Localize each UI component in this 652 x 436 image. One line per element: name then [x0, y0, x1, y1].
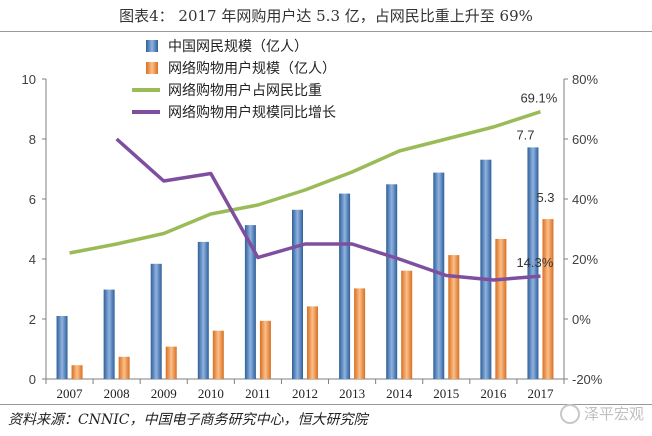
- x-tick-label: 2012: [292, 386, 318, 401]
- left-tick-label: 4: [29, 252, 36, 267]
- netizen-bar: [197, 241, 209, 379]
- shopper-bar: [307, 306, 318, 379]
- netizen-bar: [103, 289, 115, 379]
- share-line: [69, 110, 541, 255]
- netizen-bar: [386, 184, 398, 379]
- chart-area: 0 2 4 6 8 10 -20% 0% 20% 40% 60% 80% 2007 2008 2009 201…: [22, 39, 603, 401]
- x-tick-label: 2016: [480, 386, 507, 401]
- data-label: 69.1%: [520, 91, 557, 106]
- x-tick-label: 2008: [104, 386, 130, 401]
- netizen-bar: [339, 193, 351, 379]
- shopper-bar: [495, 238, 507, 379]
- netizen-bar: [527, 147, 539, 379]
- legend-swatch: [146, 62, 158, 74]
- watermark: 泽平宏观: [560, 403, 644, 424]
- data-label: 7.7: [516, 127, 534, 142]
- left-tick-label: 8: [29, 132, 36, 147]
- x-tick-label: 2009: [151, 386, 177, 401]
- x-tick-label: 2007: [57, 386, 84, 401]
- wechat-logo-icon: [560, 403, 580, 424]
- shopper-bar: [71, 365, 83, 379]
- right-tick-label: 20%: [572, 252, 598, 267]
- legend-label: 网络购物用户规模同比增长: [168, 104, 336, 121]
- netizen-bar: [433, 172, 445, 379]
- left-tick-label: 0: [29, 372, 36, 387]
- legend-swatch: [146, 40, 158, 52]
- right-tick-label: 60%: [572, 132, 598, 147]
- legend-label: 网络购物用户占网民比重: [168, 82, 322, 99]
- x-tick-label: 2015: [433, 386, 459, 401]
- legend-label: 中国网民规模（亿人）: [168, 39, 308, 55]
- netizen-bar: [292, 209, 303, 379]
- right-tick-label: 80%: [572, 72, 598, 87]
- netizen-bar: [150, 263, 162, 379]
- title-divider: [0, 31, 652, 32]
- left-tick-label: 10: [22, 72, 36, 87]
- watermark-text: 泽平宏观: [584, 405, 645, 423]
- footer-divider: [0, 404, 652, 405]
- growth-line: [115, 137, 541, 282]
- data-label: 5.3: [536, 190, 554, 205]
- shopper-bar: [259, 320, 271, 379]
- right-tick-label: -20%: [572, 372, 603, 387]
- x-tick-label: 2011: [245, 386, 271, 401]
- legend-label: 网络购物用户规模（亿人）: [168, 60, 336, 77]
- chart-title: 图表4： 2017 年网购用户达 5.3 亿，占网民比重上升至 69%: [119, 7, 533, 25]
- left-tick-label: 6: [29, 192, 36, 207]
- x-tick-label: 2017: [527, 386, 554, 401]
- shopper-bar: [118, 356, 130, 379]
- netizen-bar: [244, 225, 256, 379]
- shopper-bar: [354, 288, 366, 379]
- right-tick-label: 40%: [572, 192, 598, 207]
- shopper-bar: [448, 255, 460, 379]
- shopper-bar: [542, 219, 554, 379]
- x-tick-label: 2013: [339, 386, 365, 401]
- data-label: 14.3%: [516, 255, 553, 270]
- left-tick-label: 2: [29, 312, 36, 327]
- shopper-bar: [165, 346, 177, 379]
- shopper-bar: [401, 270, 413, 379]
- right-tick-label: 0%: [572, 312, 591, 327]
- x-tick-label: 2014: [386, 386, 413, 401]
- source-note: 资料来源：CNNIC，中国电子商务研究中心，恒大研究院: [8, 412, 368, 428]
- netizen-bar: [56, 316, 68, 379]
- netizen-bar: [480, 159, 492, 379]
- x-tick-label: 2010: [198, 386, 224, 401]
- shopper-bar: [212, 330, 224, 379]
